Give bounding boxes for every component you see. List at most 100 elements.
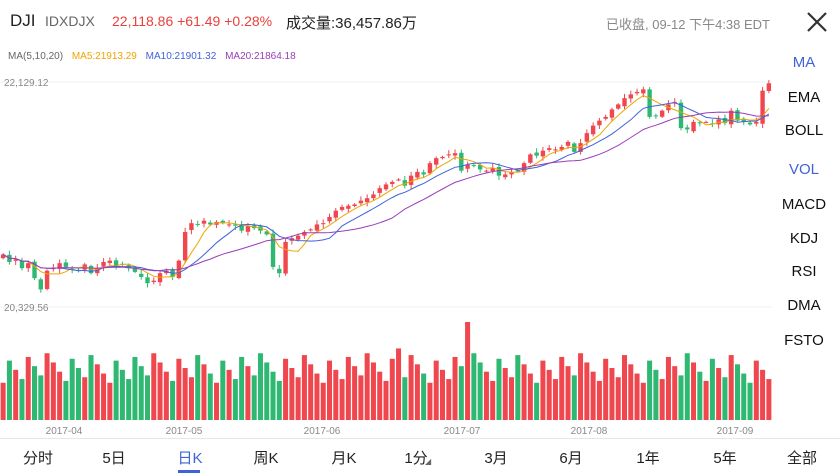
candle-body xyxy=(578,143,583,152)
tab-1year[interactable]: 1年 xyxy=(636,450,660,467)
volume-bar xyxy=(239,356,245,420)
volume-bar xyxy=(113,360,119,420)
volume-bar xyxy=(396,348,402,420)
candle-body xyxy=(565,141,571,146)
volume-bar xyxy=(565,366,571,420)
candle-body xyxy=(747,122,753,125)
indicator-rsi[interactable]: RSI xyxy=(791,263,817,280)
volume-bar xyxy=(691,362,697,420)
volume-bar xyxy=(590,371,596,420)
chart-grid xyxy=(0,81,772,308)
candle-body xyxy=(735,110,740,121)
volume-bar xyxy=(226,369,232,420)
indicator-boll[interactable]: BOLL xyxy=(784,122,824,139)
candle-body xyxy=(408,175,414,185)
tab-monthly-k[interactable]: 月K xyxy=(331,450,357,467)
tab-3month[interactable]: 3月 xyxy=(484,450,508,467)
indicator-fsto[interactable]: FSTO xyxy=(784,332,824,349)
volume-bar xyxy=(634,373,640,420)
volume-bar xyxy=(132,356,138,420)
candle-body xyxy=(703,121,709,123)
candle-body xyxy=(641,89,646,94)
volume-bar xyxy=(157,362,163,420)
volume-bar xyxy=(188,377,194,420)
x-tick-label: 2017-06 xyxy=(304,426,341,437)
volume-bar xyxy=(170,380,176,420)
indicator-dma[interactable]: DMA xyxy=(787,297,821,314)
y-max-label: 22,129.12 xyxy=(4,78,49,89)
volume-bar xyxy=(13,369,19,420)
tab-daily-k[interactable]: 日K xyxy=(177,450,203,467)
indicator-kdj[interactable]: KDJ xyxy=(789,230,819,247)
indicator-ma[interactable]: MA xyxy=(792,54,816,71)
close-icon[interactable] xyxy=(804,9,830,35)
candle-body xyxy=(534,152,539,156)
candles-group xyxy=(0,80,772,293)
candle-body xyxy=(132,267,138,272)
candle-body xyxy=(634,91,640,94)
tab-1min[interactable]: 1分 xyxy=(404,450,428,467)
volume-bar xyxy=(144,375,151,420)
volume-bar xyxy=(6,360,12,420)
volume-bar xyxy=(640,382,646,420)
volume-bar xyxy=(659,379,665,420)
tab-6month[interactable]: 6月 xyxy=(559,450,583,467)
indicator-vol[interactable]: VOL xyxy=(788,161,819,178)
candle-body xyxy=(377,188,382,193)
price-change: 22,118.86 +61.49 +0.28% xyxy=(112,13,273,29)
volume-bar xyxy=(251,375,257,420)
volume-bar xyxy=(195,355,201,420)
tab-weekly-k[interactable]: 周K xyxy=(253,450,279,467)
volume-bar xyxy=(471,353,477,420)
candle-body xyxy=(57,263,62,269)
candle-body xyxy=(358,200,364,204)
volume-bar xyxy=(678,375,684,420)
tab-5day[interactable]: 5日 xyxy=(102,450,126,467)
volume-bar xyxy=(151,353,157,420)
indicator-macd[interactable]: MACD xyxy=(781,196,827,213)
candle-body xyxy=(226,224,232,226)
candle-body xyxy=(26,263,31,269)
candle-body xyxy=(195,223,200,225)
volume-bar xyxy=(766,379,772,420)
volume-bar xyxy=(509,377,515,420)
tab-5year[interactable]: 5年 xyxy=(713,450,737,467)
volume-bar xyxy=(527,373,533,420)
volume-bar xyxy=(596,380,602,420)
volume-bar xyxy=(333,369,339,420)
volume-bar xyxy=(465,322,471,420)
volume-bar xyxy=(458,366,464,420)
candle-body xyxy=(390,181,395,185)
volume-bar xyxy=(163,371,169,420)
candle-body xyxy=(32,261,37,279)
candle-body xyxy=(63,262,69,267)
candle-body xyxy=(434,158,439,165)
candle-body xyxy=(101,261,106,267)
candle-body xyxy=(139,273,144,277)
volume-bar xyxy=(32,366,38,420)
volume-bar xyxy=(345,356,351,420)
volume-bar xyxy=(126,379,132,420)
volume-bar xyxy=(684,353,690,420)
volume-bar xyxy=(722,377,728,420)
candle-body xyxy=(151,280,156,283)
volume-bar xyxy=(119,369,125,420)
candle-body xyxy=(321,223,326,225)
volume-bar xyxy=(207,373,213,420)
indicator-ema[interactable]: EMA xyxy=(787,89,821,106)
candle-body xyxy=(509,171,514,175)
candle-body xyxy=(270,233,276,267)
volume-bar xyxy=(747,382,753,420)
candlestick-chart[interactable]: 22,129.12 20,329.56 2017-04 2017-05 2017-0… xyxy=(0,52,776,438)
candle-body xyxy=(590,125,596,135)
volume-bar xyxy=(502,368,508,420)
candle-body xyxy=(233,224,238,226)
candle-body xyxy=(459,152,464,171)
candle-body xyxy=(346,205,351,209)
tab-all[interactable]: 全部 xyxy=(786,450,817,467)
volume-bar xyxy=(270,371,276,420)
market-status: 已收盘, 09-12 下午4:38 EDT xyxy=(606,17,770,32)
tab-fenshi[interactable]: 分时 xyxy=(22,450,53,467)
symbol-code: IDXDJX xyxy=(45,13,95,29)
header-bar: DJI IDXDJX 22,118.86 +61.49 +0.28% 成交量:3… xyxy=(0,0,840,46)
